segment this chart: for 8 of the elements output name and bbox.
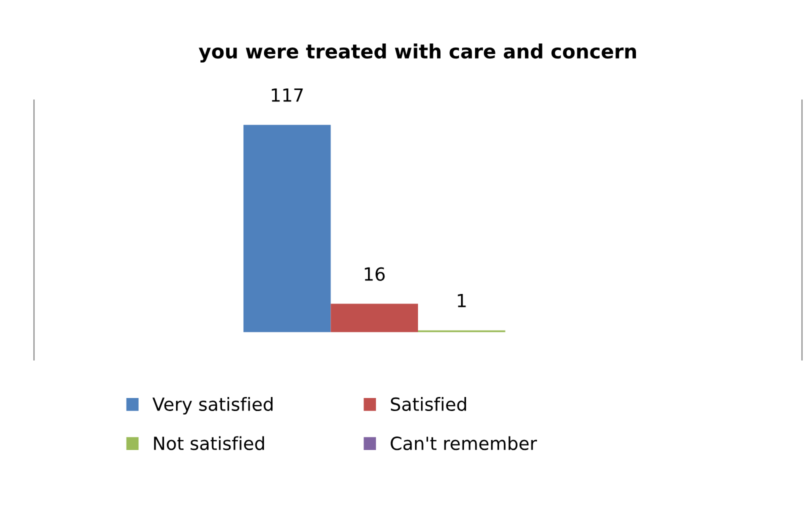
- legend-label: Satisfied: [390, 397, 466, 412]
- data-label: 117: [272, 88, 303, 102]
- legend-label: Very satisfied: [152, 397, 273, 415]
- data-label: 16: [364, 267, 385, 281]
- legend-label: Can't remember: [390, 436, 538, 450]
- legend-label: Not satisfied: [154, 436, 264, 450]
- chart-title: you were treated with care and concern: [198, 44, 636, 63]
- data-label: 1: [458, 294, 466, 308]
